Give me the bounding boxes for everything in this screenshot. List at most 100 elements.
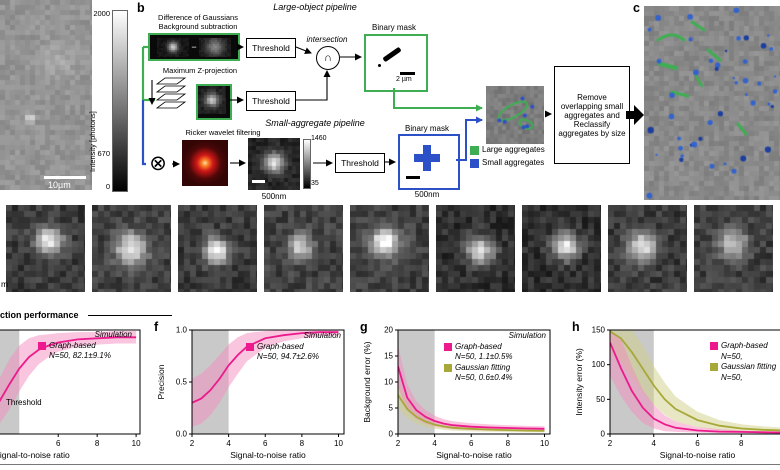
- panel-a-scalebar: [44, 176, 86, 179]
- svg-text:10: 10: [132, 439, 141, 448]
- legend-large-swatch: [470, 146, 479, 155]
- panel-a-colorbar: [112, 10, 128, 192]
- dog-image-1: [157, 37, 190, 57]
- plot-f-legend: Simulation Graph-based N=50, 94.7±2.6%: [246, 331, 341, 363]
- gallery-tile-image: [350, 205, 429, 292]
- spot-colorbar-min: 35: [311, 180, 319, 187]
- svg-text:0: 0: [601, 430, 606, 439]
- legend-graph-stats: N=50, 82.1±9.1%: [49, 351, 111, 360]
- gallery-tile-image: [178, 205, 257, 292]
- svg-text:Intensity error (%): Intensity error (%): [574, 348, 584, 416]
- z-stack-icon: [155, 77, 187, 109]
- panel-c-letter: c: [633, 1, 640, 15]
- maxz-label: Maximum Z-projection: [162, 66, 238, 75]
- panel-g-letter: g: [360, 320, 368, 334]
- section-header-rule: [88, 315, 172, 316]
- legend-gauss-stats: N=50, 0.6±0.4%: [455, 373, 513, 382]
- recall-plot-partial: 6 8 10 Signal-to-noise ratio: [0, 329, 141, 460]
- small-pipeline-title: Small-aggregate pipeline: [265, 118, 365, 128]
- big-output-arrow: [626, 105, 644, 125]
- svg-text:10: 10: [334, 439, 343, 448]
- svg-text:4: 4: [226, 439, 231, 448]
- small-mask-to-overlay-arrow: [456, 116, 483, 161]
- large-aggregate-mask-dot: [378, 64, 381, 67]
- binary-mask-large-scalebar: [400, 72, 415, 75]
- svg-text:2: 2: [608, 439, 613, 448]
- legend-simulation-label: Simulation: [94, 330, 132, 339]
- panel-c-result-image: [644, 6, 780, 200]
- maxz-result-box: [196, 84, 232, 120]
- svg-text:Signal-to-noise ratio: Signal-to-noise ratio: [436, 450, 512, 460]
- binary-mask-large-label: Binary mask: [371, 23, 416, 32]
- threshold-annotation: Threshold: [6, 398, 42, 407]
- legend-small-swatch: [470, 159, 479, 168]
- svg-text:100: 100: [592, 360, 606, 369]
- legend-graph-label: Graph-based: [455, 341, 502, 351]
- gallery-tile-image: [92, 205, 171, 292]
- small-aggregate-mask-plus-h: [414, 154, 440, 162]
- convolution-icon: ⊗: [149, 152, 167, 175]
- large-mask-to-overlay-arrow: [393, 88, 483, 112]
- colorbar-tick-min: 0: [105, 182, 110, 191]
- gallery-tile-image: [6, 205, 85, 292]
- svg-text:4: 4: [652, 439, 657, 448]
- legend-graph-stats: N=50, 1.1±0.5%: [455, 352, 513, 361]
- bottom-divider: [0, 464, 780, 465]
- legend-simulation-label: Simulation: [303, 331, 341, 340]
- svg-text:Background error (%): Background error (%): [362, 341, 372, 422]
- svg-text:5: 5: [389, 404, 394, 413]
- ricker-label: Ricker wavelet filtering: [185, 128, 261, 137]
- spot-scalebar: [252, 180, 265, 183]
- svg-text:8: 8: [506, 439, 511, 448]
- panel-b-letter: b: [137, 1, 145, 15]
- gallery-tile-image: [264, 205, 343, 292]
- gallery-tile-image: [436, 205, 515, 292]
- svg-text:8: 8: [739, 439, 744, 448]
- svg-text:8: 8: [300, 439, 305, 448]
- spot-colorbar: [303, 139, 311, 189]
- svg-text:Signal-to-noise ratio: Signal-to-noise ratio: [230, 450, 306, 460]
- svg-text:6: 6: [469, 439, 474, 448]
- magenta-marker-icon: [710, 342, 718, 351]
- svg-text:Precision: Precision: [156, 364, 166, 399]
- spot-scalebar-label: 500nm: [261, 192, 287, 201]
- svg-text:8: 8: [95, 439, 100, 448]
- threshold-box-1: Threshold: [246, 38, 296, 58]
- plot-e-legend: Simulation Graph-based N=50, 82.1±9.1%: [38, 330, 132, 362]
- legend-large-label: Large aggregates: [482, 145, 545, 154]
- legend-simulation-label: Simulation: [508, 331, 546, 340]
- magenta-marker-icon: [444, 342, 452, 351]
- colorbar-tick-mid: 670: [97, 149, 110, 158]
- legend-graph-label: Graph-based: [49, 340, 96, 350]
- magenta-marker-icon: [38, 341, 46, 350]
- pipeline-connectors: [141, 43, 644, 168]
- colorbar-tick-max: 2000: [93, 9, 110, 18]
- intersection-icon: ∩: [316, 46, 340, 70]
- legend-gauss-stats: N=50,: [721, 372, 743, 382]
- intersection-label: intersection: [306, 35, 348, 44]
- maxz-result-image: [198, 86, 226, 114]
- panel-h-letter: h: [572, 320, 580, 334]
- svg-text:0.5: 0.5: [176, 378, 188, 387]
- legend-graph-stats: N=50,: [721, 351, 743, 361]
- legend-gauss-label: Gaussian fitting: [455, 362, 511, 372]
- svg-text:6: 6: [695, 439, 700, 448]
- panel-a-scalebar-label: 10µm: [48, 180, 71, 190]
- legend-graph-label: Graph-based: [257, 341, 304, 351]
- svg-text:10: 10: [384, 378, 393, 387]
- intensity-error-plot: 246810050100150Signal-to-noise ratioInte…: [574, 326, 780, 460]
- binary-mask-small-scale-label: 500nm: [414, 190, 440, 199]
- legend-graph-stats: N=50, 94.7±2.6%: [257, 352, 319, 361]
- binary-mask-large-scale-label: 2 µm: [396, 76, 412, 83]
- legend-graph-label: Graph-based: [721, 341, 768, 350]
- threshold-box-2: Threshold: [246, 91, 296, 111]
- svg-text:2: 2: [190, 439, 195, 448]
- svg-text:Signal-to-noise ratio: Signal-to-noise ratio: [660, 450, 736, 460]
- gallery-scale-partial-label: m: [1, 279, 9, 289]
- ricker-kernel-image: [182, 140, 228, 186]
- minus-icon: −: [191, 42, 197, 52]
- large-pipeline-title: Large-object pipeline: [273, 2, 357, 12]
- binary-mask-small-scalebar: [406, 176, 420, 179]
- svg-text:50: 50: [596, 395, 605, 404]
